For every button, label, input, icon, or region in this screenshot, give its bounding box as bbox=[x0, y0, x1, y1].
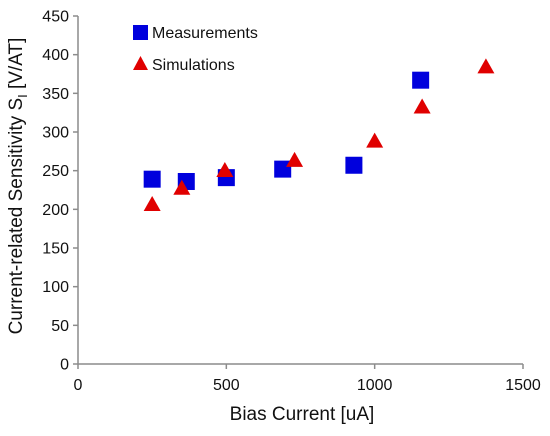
legend: Measurements Simulations bbox=[133, 25, 258, 74]
y-tick-label: 0 bbox=[60, 357, 69, 374]
data-markers bbox=[143, 58, 495, 211]
y-tick-label: 100 bbox=[42, 279, 69, 296]
legend-label-measurements: Measurements bbox=[152, 25, 258, 42]
x-tick-label: 0 bbox=[74, 377, 83, 394]
marker-simulation bbox=[366, 132, 384, 148]
marker-simulation bbox=[173, 179, 191, 195]
legend-marker-measurements bbox=[133, 25, 148, 40]
y-tick-label: 200 bbox=[42, 202, 69, 219]
x-tick-label: 1000 bbox=[357, 377, 393, 394]
marker-simulation bbox=[413, 98, 431, 114]
x-axis-title: Bias Current [uA] bbox=[230, 404, 375, 425]
y-tick-label: 50 bbox=[51, 318, 69, 335]
y-tick-label: 450 bbox=[42, 9, 69, 26]
marker-measurement bbox=[412, 71, 430, 89]
y-tick-label: 150 bbox=[42, 241, 69, 258]
y-tick-label: 400 bbox=[42, 47, 69, 64]
x-axis-ticks: 0 500 1000 1500 bbox=[74, 364, 541, 394]
legend-marker-simulations bbox=[133, 56, 148, 70]
marker-simulation bbox=[286, 151, 304, 167]
legend-label-simulations: Simulations bbox=[152, 57, 235, 74]
marker-simulation bbox=[477, 58, 495, 74]
y-tick-label: 250 bbox=[42, 163, 69, 180]
marker-simulation bbox=[216, 161, 234, 177]
y-axis-title-unit: [V/AT] bbox=[6, 38, 27, 95]
y-tick-label: 350 bbox=[42, 86, 69, 103]
marker-simulation bbox=[143, 195, 161, 211]
y-axis-title-main: Current-related Sensitivity S bbox=[6, 98, 27, 335]
marker-measurement bbox=[274, 160, 292, 178]
y-axis-ticks: 0 50 100 150 200 250 300 350 400 450 bbox=[42, 9, 78, 374]
y-axis-title: Current-related Sensitivity SI [V/AT] bbox=[6, 38, 30, 335]
x-tick-label: 500 bbox=[213, 377, 240, 394]
y-axis-title-subscript: I bbox=[15, 94, 30, 98]
y-tick-label: 300 bbox=[42, 125, 69, 142]
marker-measurement bbox=[143, 170, 161, 188]
marker-measurement bbox=[345, 156, 363, 174]
x-tick-label: 1500 bbox=[505, 377, 541, 394]
